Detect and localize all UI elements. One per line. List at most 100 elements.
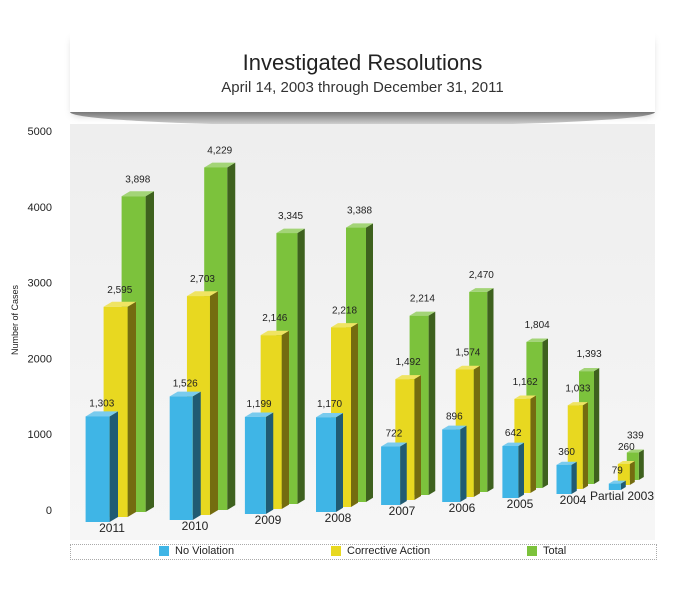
bar-no-violation xyxy=(85,416,110,522)
x-tick-label: 2009 xyxy=(255,513,282,527)
bar-no-violation xyxy=(244,416,266,514)
bar-no-violation xyxy=(556,464,572,494)
bar-no-violation xyxy=(381,446,401,505)
data-label: 3,388 xyxy=(347,206,372,217)
data-label: 2,595 xyxy=(107,285,132,296)
y-tick-label: 3000 xyxy=(28,278,52,290)
bar-corrective-action xyxy=(617,463,630,485)
bar-no-violation xyxy=(442,429,461,502)
bar-side xyxy=(460,425,467,502)
bar-side xyxy=(428,311,436,495)
data-label: 1,033 xyxy=(565,383,590,394)
data-label: 1,170 xyxy=(317,399,342,410)
bar-side xyxy=(542,338,548,488)
chart-title: Investigated Resolutions xyxy=(242,50,483,75)
data-label: 360 xyxy=(558,447,575,458)
bar-side xyxy=(638,449,644,480)
legend-item-total: Total xyxy=(527,545,566,557)
bar-side xyxy=(518,442,524,498)
y-tick-label: 4000 xyxy=(28,202,52,214)
bar-top xyxy=(103,301,136,307)
data-label: 642 xyxy=(505,428,522,439)
legend-swatch xyxy=(159,546,169,556)
bar-top xyxy=(617,460,635,464)
bar-side xyxy=(620,480,626,490)
bar-top xyxy=(121,191,154,197)
data-label: 3,898 xyxy=(125,174,150,185)
data-label: 2,214 xyxy=(410,294,435,305)
bar-top xyxy=(169,391,201,397)
bar-top xyxy=(346,223,373,228)
bar-side xyxy=(297,228,305,504)
legend-item-corrective-action: Corrective Action xyxy=(331,545,430,557)
bar-side xyxy=(109,411,118,522)
x-tick-label: 2010 xyxy=(182,519,209,533)
bar-side xyxy=(594,368,600,484)
bar-top xyxy=(626,449,644,453)
x-tick-label: 2007 xyxy=(389,504,416,518)
legend-label: Corrective Action xyxy=(347,545,431,557)
x-tick-label: Partial 2003 xyxy=(590,489,654,503)
legend-item-no-violation: No Violation xyxy=(159,545,234,557)
bar-side xyxy=(530,395,536,493)
bar-top xyxy=(514,395,536,399)
y-tick-label: 5000 xyxy=(28,126,52,138)
legend-label: No Violation xyxy=(175,545,235,557)
data-label: 1,804 xyxy=(525,320,550,331)
y-tick-label: 0 xyxy=(46,505,52,517)
bar-side xyxy=(281,330,289,509)
data-label: 1,162 xyxy=(513,377,538,388)
bar-top xyxy=(455,365,480,370)
bar-side xyxy=(400,442,407,505)
data-label: 1,492 xyxy=(396,357,421,368)
bar-top xyxy=(316,413,343,418)
x-tick-label: 2011 xyxy=(99,521,125,535)
bar-top xyxy=(395,375,421,380)
bar-top xyxy=(244,412,274,417)
bar-top xyxy=(260,330,289,336)
data-label: 339 xyxy=(627,431,644,442)
bar-side xyxy=(145,191,154,513)
data-label: 1,574 xyxy=(455,348,480,359)
bar-top xyxy=(204,162,236,168)
bar-top xyxy=(502,442,524,446)
bar-no-violation xyxy=(502,445,519,498)
bar-top xyxy=(409,311,436,316)
data-label: 4,229 xyxy=(207,145,232,156)
x-tick-label: 2008 xyxy=(325,511,352,525)
bar-top xyxy=(442,425,467,430)
data-label: 79 xyxy=(612,466,624,477)
data-label: 1,393 xyxy=(577,349,602,360)
title-shadow xyxy=(70,112,655,126)
legend-swatch xyxy=(527,546,537,556)
bar-side xyxy=(414,375,421,500)
data-label: 260 xyxy=(618,442,635,453)
bar-side xyxy=(487,288,494,492)
bar-side xyxy=(209,291,218,515)
bar-top xyxy=(526,338,548,342)
data-label: 1,303 xyxy=(89,398,114,409)
x-tick-label: 2005 xyxy=(507,497,534,511)
bar-side xyxy=(227,162,236,510)
legend-label: Total xyxy=(543,545,567,557)
bar-top xyxy=(85,411,118,417)
y-axis-label: Number of Cases xyxy=(10,284,20,355)
bar-side xyxy=(582,402,588,489)
bar-side xyxy=(265,412,274,514)
data-label: 2,470 xyxy=(469,270,494,281)
bar-side xyxy=(571,461,577,494)
x-tick-label: 2006 xyxy=(449,501,476,515)
data-label: 722 xyxy=(386,429,403,440)
bar-side xyxy=(127,301,136,517)
bar-top xyxy=(579,368,600,372)
bar-top xyxy=(186,291,218,297)
legend-swatch xyxy=(331,546,341,556)
bar-side xyxy=(192,391,201,520)
bar-no-violation xyxy=(608,483,621,490)
data-label: 1,199 xyxy=(247,399,272,410)
data-label: 3,345 xyxy=(278,211,303,222)
legend: No Violation Corrective Action Total xyxy=(70,544,657,560)
bar-side xyxy=(473,365,480,497)
bar-side xyxy=(351,323,358,507)
bar-side xyxy=(336,413,343,512)
